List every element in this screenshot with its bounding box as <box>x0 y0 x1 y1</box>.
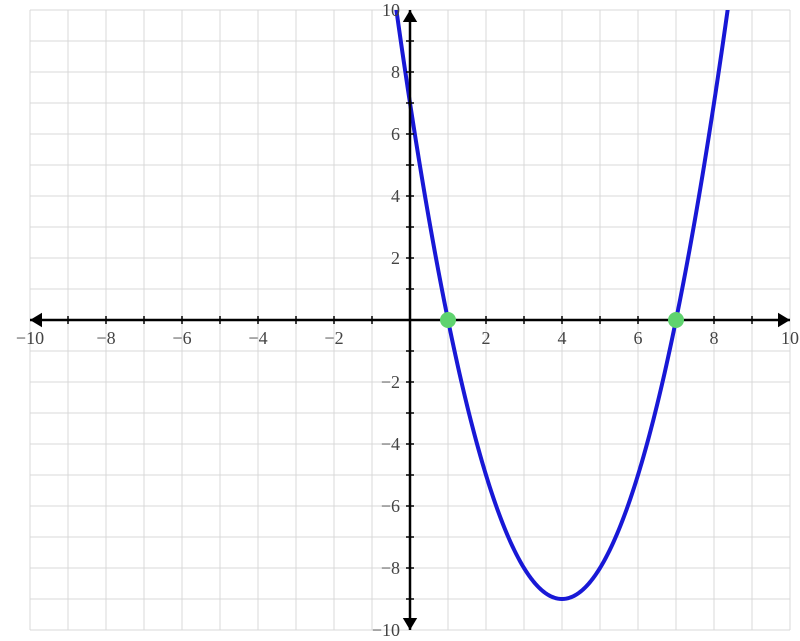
x-tick-label: −10 <box>16 328 44 348</box>
y-tick-label: −6 <box>381 496 400 516</box>
y-tick-label: −10 <box>372 620 400 640</box>
x-tick-label: 6 <box>634 328 643 348</box>
y-tick-label: −2 <box>381 372 400 392</box>
x-tick-label: 10 <box>781 328 799 348</box>
x-tick-label: −8 <box>96 328 115 348</box>
y-tick-label: 10 <box>382 0 400 20</box>
y-tick-label: 4 <box>391 186 400 206</box>
root-point <box>668 312 684 328</box>
y-tick-label: −8 <box>381 558 400 578</box>
y-tick-label: 8 <box>391 62 400 82</box>
parabola-chart: −10 −8 −6 −4 −2 2 4 6 8 10 −10 −8 −6 −4 −2 2 4 6 8 10 <box>0 0 800 641</box>
root-point <box>440 312 456 328</box>
y-tick-label: 6 <box>391 124 400 144</box>
x-tick-label: −6 <box>172 328 191 348</box>
x-tick-label: 2 <box>482 328 491 348</box>
x-tick-label: −4 <box>248 328 267 348</box>
x-tick-label: −2 <box>324 328 343 348</box>
x-tick-label: 4 <box>558 328 567 348</box>
x-tick-label: 8 <box>710 328 719 348</box>
y-tick-label: 2 <box>391 248 400 268</box>
y-tick-label: −4 <box>381 434 400 454</box>
